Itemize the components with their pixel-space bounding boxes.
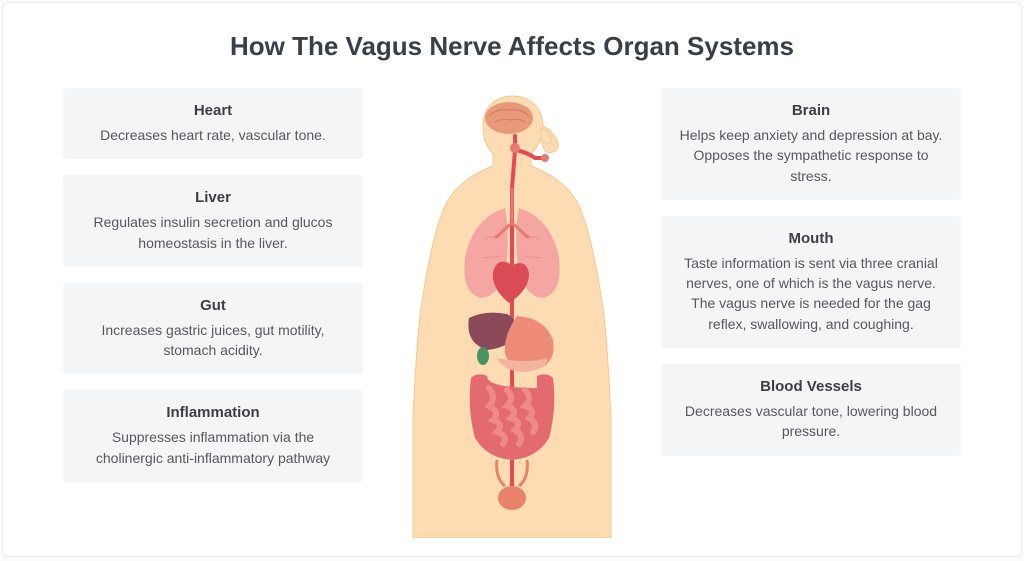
card-brain: Brain Helps keep anxiety and depression …	[661, 88, 961, 200]
card-title: Inflammation	[81, 404, 345, 421]
card-mouth: Mouth Taste information is sent via thre…	[661, 216, 961, 348]
left-column: Heart Decreases heart rate, vascular ton…	[63, 88, 363, 482]
card-title: Gut	[81, 297, 345, 314]
card-desc: Regulates insulin secretion and glucos h…	[81, 212, 345, 253]
card-desc: Suppresses inflammation via the choliner…	[81, 427, 345, 468]
card-desc: Increases gastric juices, gut motility, …	[81, 320, 345, 361]
human-body-svg	[377, 88, 647, 538]
card-title: Mouth	[679, 230, 943, 247]
card-title: Heart	[81, 102, 345, 119]
infographic-container: How The Vagus Nerve Affects Organ System…	[2, 2, 1022, 557]
bladder-icon	[498, 486, 526, 510]
gallbladder-icon	[477, 347, 489, 365]
nerve-node	[510, 143, 520, 153]
card-desc: Decreases heart rate, vascular tone.	[81, 125, 345, 145]
card-desc: Taste information is sent via three cran…	[679, 253, 943, 334]
card-liver: Liver Regulates insulin secretion and gl…	[63, 175, 363, 267]
content-row: Heart Decreases heart rate, vascular ton…	[3, 88, 1021, 538]
nerve-node	[541, 154, 549, 162]
card-title: Blood Vessels	[679, 378, 943, 395]
anatomy-figure	[377, 88, 647, 538]
page-title: How The Vagus Nerve Affects Organ System…	[230, 31, 794, 62]
right-column: Brain Helps keep anxiety and depression …	[661, 88, 961, 456]
card-desc: Helps keep anxiety and depression at bay…	[679, 125, 943, 186]
card-desc: Decreases vascular tone, lowering blood …	[679, 401, 943, 442]
brain-icon	[485, 102, 533, 134]
card-inflammation: Inflammation Suppresses inflammation via…	[63, 390, 363, 482]
card-title: Brain	[679, 102, 943, 119]
card-blood-vessels: Blood Vessels Decreases vascular tone, l…	[661, 364, 961, 456]
card-gut: Gut Increases gastric juices, gut motili…	[63, 283, 363, 375]
card-heart: Heart Decreases heart rate, vascular ton…	[63, 88, 363, 159]
card-title: Liver	[81, 189, 345, 206]
